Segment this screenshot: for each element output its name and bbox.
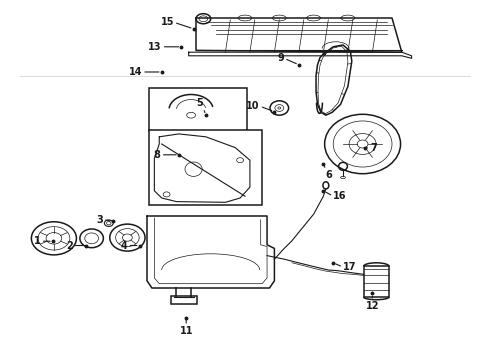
Text: 11: 11 (179, 326, 193, 336)
Ellipse shape (278, 107, 281, 109)
Text: 14: 14 (128, 67, 142, 77)
Text: 1: 1 (34, 236, 41, 246)
Text: 5: 5 (196, 98, 203, 108)
Text: 2: 2 (66, 240, 73, 251)
Text: 16: 16 (333, 191, 347, 201)
Text: 15: 15 (160, 17, 174, 27)
Bar (364, 266, 389, 297)
Text: 17: 17 (343, 262, 357, 272)
Text: 13: 13 (148, 42, 162, 52)
Text: 6: 6 (326, 170, 333, 180)
Bar (149, 88, 247, 131)
Text: 4: 4 (121, 240, 127, 251)
Text: 3: 3 (96, 215, 103, 225)
Text: 8: 8 (154, 150, 161, 160)
Text: 9: 9 (277, 53, 284, 63)
Text: 7: 7 (370, 143, 377, 153)
Text: 10: 10 (246, 101, 260, 111)
Bar (171, 296, 197, 304)
Bar (149, 130, 262, 205)
Text: 12: 12 (366, 301, 379, 311)
